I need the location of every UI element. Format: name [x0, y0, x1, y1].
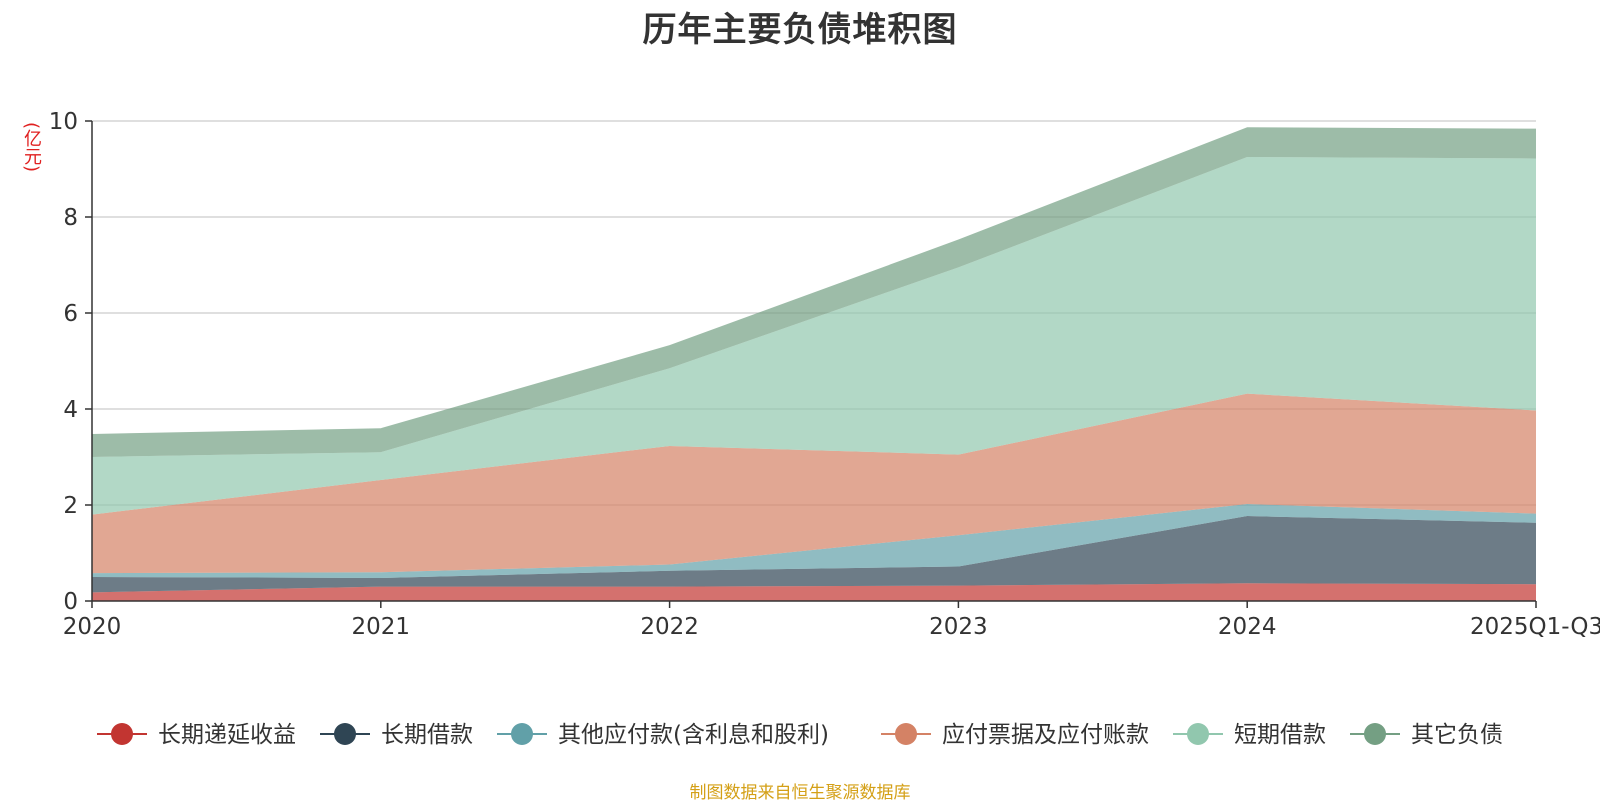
area-series-0 [92, 583, 1536, 601]
y-axis-unit-label: (亿元) [21, 122, 42, 173]
legend-marker-3 [895, 723, 917, 745]
x-tick-label-5: 2025Q1-Q3 [1470, 614, 1600, 640]
legend-item-1[interactable]: 长期借款 [320, 722, 473, 748]
legend-item-4[interactable]: 短期借款 [1173, 722, 1326, 748]
legend-marker-2 [511, 723, 533, 745]
legend-marker-1 [334, 723, 356, 745]
legend-label-1: 长期借款 [381, 722, 473, 748]
area-series-2 [92, 504, 1536, 578]
y-tick-label-1: 2 [63, 493, 78, 519]
y-tick-label-3: 6 [63, 301, 78, 327]
legend-label-3: 应付票据及应付账款 [942, 722, 1149, 748]
x-tick-label-0: 2020 [63, 614, 122, 640]
legend: 长期递延收益 长期借款 其他应付款(含利息和股利) 应付票据及应付账款 短期借款 其它负债 [97, 722, 1503, 748]
y-tick-label-2: 4 [63, 397, 78, 423]
legend-item-5[interactable]: 其它负债 [1350, 722, 1503, 748]
y-tick-label-0: 0 [63, 589, 78, 615]
x-tick-label-3: 2023 [929, 614, 988, 640]
legend-label-5: 其它负债 [1411, 722, 1503, 748]
x-tick-label-4: 2024 [1218, 614, 1277, 640]
legend-item-2[interactable]: 其他应付款(含利息和股利) [497, 722, 829, 748]
stacked-areas [92, 127, 1536, 601]
legend-marker-0 [111, 723, 133, 745]
area-series-3 [92, 393, 1536, 574]
legend-marker-5 [1364, 723, 1386, 745]
legend-item-0[interactable]: 长期递延收益 [97, 722, 296, 748]
axes: 0 2 4 6 8 10 2020 2021 2022 2023 2024 2025Q1-Q3 [49, 109, 1600, 640]
area-series-1 [92, 516, 1536, 593]
legend-item-3[interactable]: 应付票据及应付账款 [881, 722, 1149, 748]
source-note: 制图数据来自恒生聚源数据库 [689, 783, 911, 803]
y-tick-label-5: 10 [49, 109, 78, 135]
legend-label-0: 长期递延收益 [158, 722, 296, 748]
y-tick-label-4: 8 [63, 205, 78, 231]
area-series-4 [92, 157, 1536, 515]
legend-label-4: 短期借款 [1234, 722, 1326, 748]
x-tick-label-2: 2022 [640, 614, 699, 640]
chart-title: 历年主要负债堆积图 [642, 10, 958, 50]
x-tick-label-1: 2021 [352, 614, 411, 640]
legend-label-2: 其他应付款(含利息和股利) [558, 722, 829, 748]
legend-marker-4 [1187, 723, 1209, 745]
